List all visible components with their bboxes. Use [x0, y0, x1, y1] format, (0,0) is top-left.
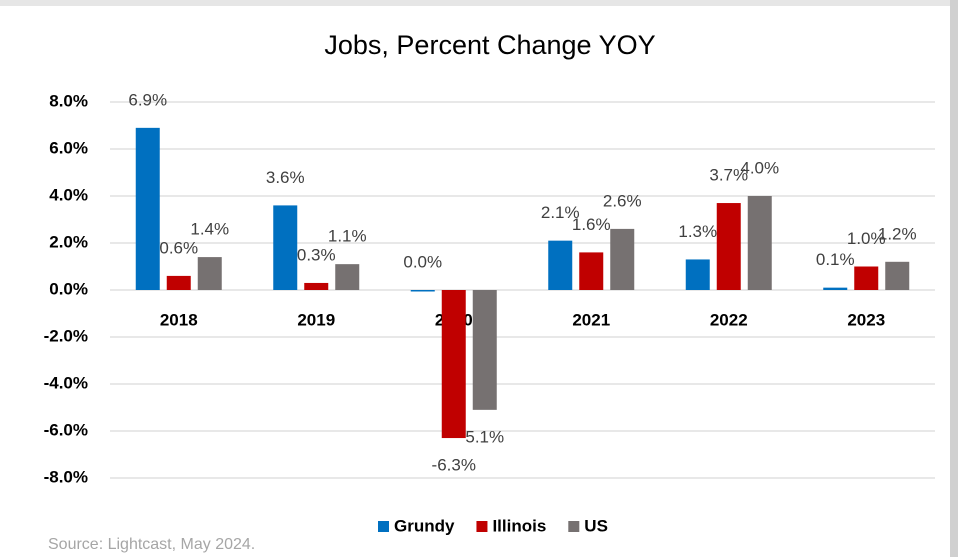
- bar: [685, 259, 710, 290]
- bar: [410, 290, 435, 292]
- value-label: 1.6%: [572, 215, 611, 234]
- y-tick-label: -4.0%: [44, 373, 88, 392]
- value-label: 2.1%: [541, 203, 580, 222]
- bar: [166, 275, 191, 290]
- bar: [273, 205, 298, 290]
- value-label: 1.3%: [678, 222, 717, 241]
- y-tick-label: 6.0%: [49, 138, 88, 157]
- value-label: 4.0%: [740, 158, 779, 177]
- right-edge: [950, 0, 958, 557]
- bar: [472, 290, 497, 410]
- value-label: 0.6%: [159, 238, 198, 257]
- value-label: 1.2%: [878, 224, 917, 243]
- bar: [823, 287, 848, 290]
- y-tick-label: 2.0%: [49, 232, 88, 251]
- y-tick-label: -8.0%: [44, 467, 88, 486]
- bar: [579, 252, 604, 290]
- x-tick-label: 2018: [160, 310, 198, 329]
- bar: [610, 228, 635, 290]
- legend-swatch: [378, 521, 389, 532]
- value-label: 6.9%: [128, 90, 167, 109]
- bar: [854, 266, 879, 290]
- value-label: 3.7%: [709, 166, 748, 185]
- value-label: 0.0%: [403, 252, 442, 271]
- bar: [885, 261, 910, 290]
- y-tick-label: -2.0%: [44, 326, 88, 345]
- legend-label: Illinois: [492, 516, 546, 535]
- bar: [197, 257, 222, 290]
- x-tick-label: 2022: [710, 310, 748, 329]
- source-note: Source: Lightcast, May 2024.: [48, 536, 255, 553]
- x-tick-label: 2019: [297, 310, 335, 329]
- value-label: 2.6%: [603, 191, 642, 210]
- legend-swatch: [476, 521, 488, 532]
- value-label: -6.3%: [432, 456, 476, 475]
- chart-title: Jobs, Percent Change YOY: [324, 30, 655, 60]
- legend-label: US: [584, 516, 608, 535]
- bar: [548, 240, 573, 290]
- top-edge: [0, 0, 958, 6]
- y-tick-label: 0.0%: [49, 279, 88, 298]
- x-tick-label: 2021: [572, 310, 610, 329]
- bar: [441, 290, 466, 439]
- x-tick-label: 2023: [847, 310, 885, 329]
- value-label: 0.3%: [297, 245, 336, 264]
- y-tick-label: -6.0%: [44, 420, 88, 439]
- value-label: 0.1%: [816, 250, 855, 269]
- bar: [304, 282, 329, 290]
- legend-label: Grundy: [394, 516, 455, 535]
- value-label: 3.6%: [266, 168, 305, 187]
- legend-swatch: [568, 521, 580, 532]
- bar: [335, 264, 360, 290]
- y-tick-label: 4.0%: [49, 185, 88, 204]
- value-label: 1.1%: [328, 227, 367, 246]
- value-label: 5.1%: [465, 427, 504, 446]
- y-tick-label: 8.0%: [49, 91, 88, 110]
- value-label: 1.0%: [847, 229, 886, 248]
- bar: [716, 203, 741, 290]
- bar: [135, 127, 160, 290]
- bar: [747, 196, 772, 290]
- value-label: 1.4%: [190, 220, 229, 239]
